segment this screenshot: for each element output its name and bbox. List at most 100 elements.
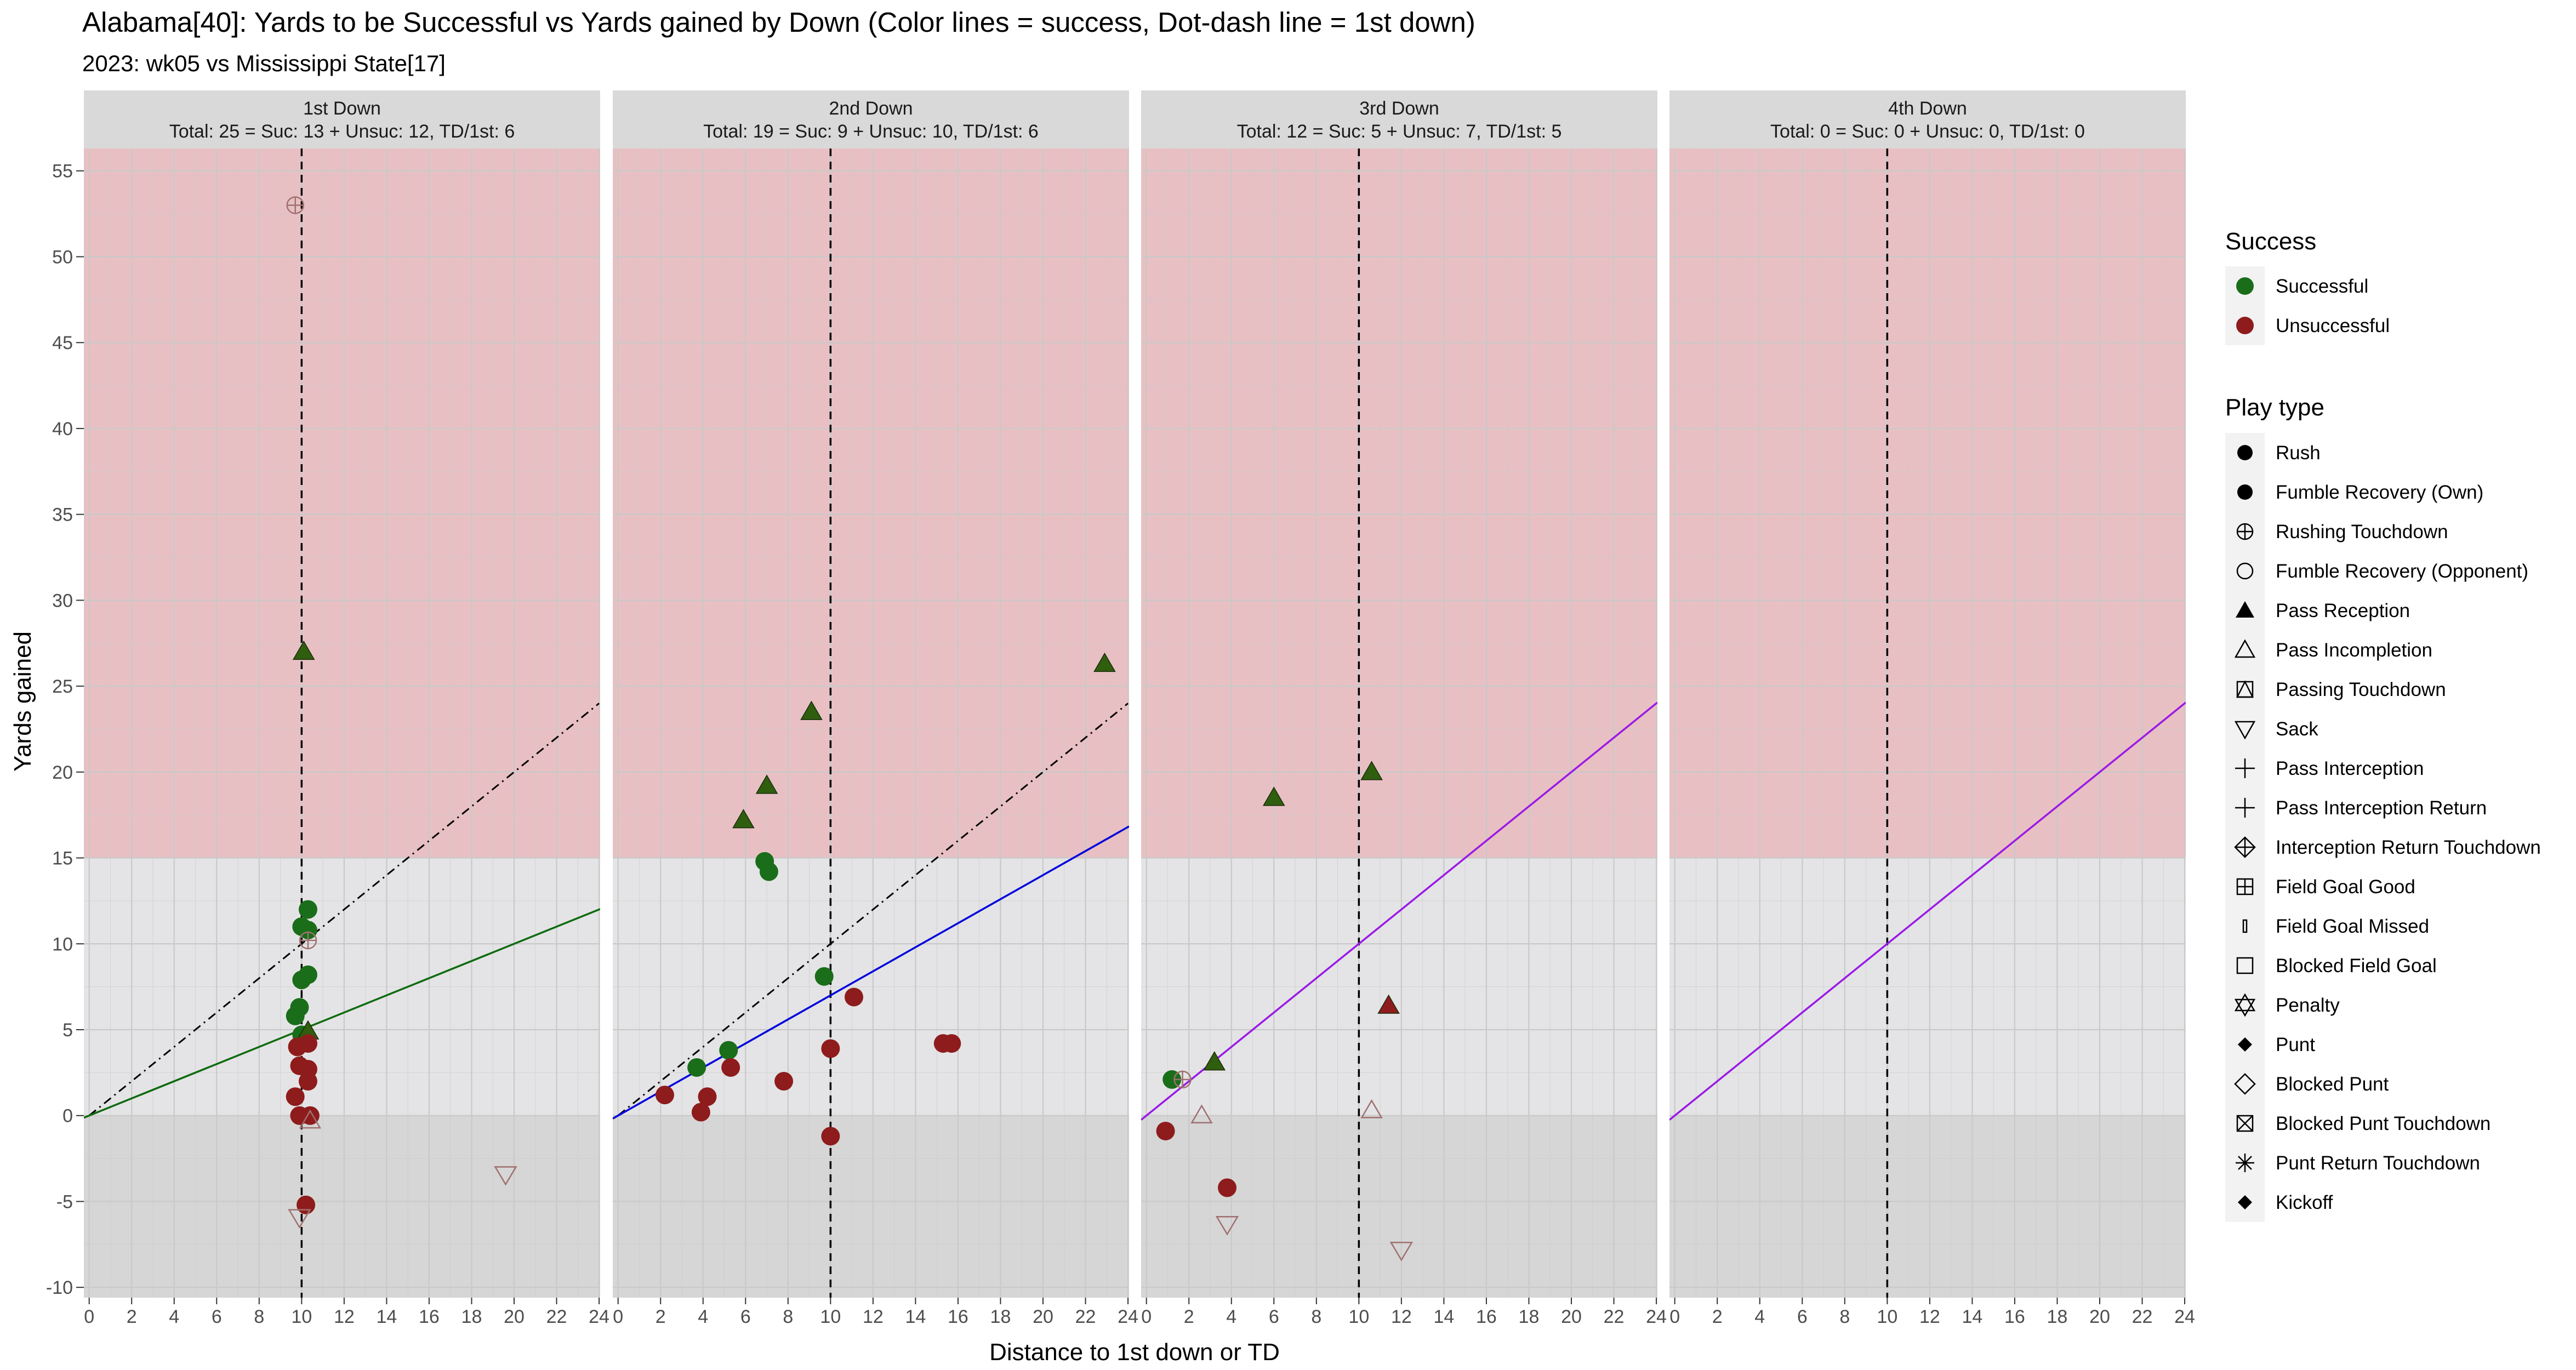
y-tick-label: 0 [62, 1106, 73, 1127]
x-tick-label: 18 [461, 1306, 482, 1327]
legend-success-title: Success [2225, 228, 2316, 255]
facet-strip-summary: Total: 25 = Suc: 13 + Unsuc: 12, TD/1st:… [169, 121, 515, 142]
point-pass-reception [1262, 786, 1285, 806]
x-tick-label: 24 [589, 1306, 609, 1327]
legend-label: Rush [2276, 442, 2321, 464]
background-band [613, 149, 1129, 858]
legend-label: Field Goal Missed [2276, 916, 2429, 937]
x-tick-label: 2 [127, 1306, 137, 1327]
point-rush [844, 987, 863, 1007]
dotdash-first-down-line [617, 703, 1129, 1116]
point-rush [298, 1072, 317, 1091]
circle-plus-icon [2236, 523, 2254, 540]
point-pass-reception [1093, 652, 1116, 672]
legend-label: Fumble Recovery (Own) [2276, 482, 2483, 503]
open-triangle-icon [2234, 639, 2256, 658]
x-tick-label: 8 [1311, 1306, 1321, 1327]
point-rush [821, 1127, 840, 1146]
background-band [1669, 149, 2186, 858]
success-line [84, 908, 600, 1119]
x-tick-label: 16 [948, 1306, 968, 1327]
legend-playtype-title: Play type [2225, 394, 2324, 421]
x-tick-label: 0 [1141, 1306, 1152, 1327]
x-tick-label: 18 [1519, 1306, 1540, 1327]
filled-circle-icon [2237, 445, 2253, 460]
x-tick-label: 4 [1226, 1306, 1236, 1327]
legend-label: Punt [2276, 1034, 2315, 1055]
x-tick-label: 4 [1754, 1306, 1765, 1327]
diamond-plus-icon [2234, 836, 2256, 858]
x-tick-label: 10 [1348, 1306, 1369, 1327]
x-tick-label: 16 [419, 1306, 440, 1327]
y-tick-label: 15 [52, 848, 73, 869]
point-pass-reception [1377, 994, 1400, 1014]
x-tick-label: 18 [2047, 1306, 2068, 1327]
y-tick-label: 35 [52, 505, 73, 526]
x-tick-label: 4 [698, 1306, 708, 1327]
x-tick-label: 2 [656, 1306, 666, 1327]
x-tick-label: 0 [84, 1306, 94, 1327]
point-rush [288, 1037, 307, 1057]
y-tick-label: 10 [52, 934, 73, 955]
star-of-david-icon [2234, 993, 2256, 1017]
facet-strip [84, 90, 600, 149]
x-tick-label: 8 [254, 1306, 264, 1327]
point-rush [286, 1006, 305, 1025]
facet-strip-summary: Total: 12 = Suc: 5 + Unsuc: 7, TD/1st: 5 [1237, 121, 1562, 142]
legend-key-bg [2225, 670, 2265, 709]
legend-label: Successful [2276, 276, 2368, 297]
facet-strip-label: 2nd Down [829, 98, 913, 119]
x-tick-label: 14 [1962, 1306, 1982, 1327]
y-tick-label: 45 [52, 333, 73, 353]
x-tick-label: 18 [990, 1306, 1011, 1327]
legend-key-bg [2225, 1064, 2265, 1104]
legend-label: Pass Incompletion [2276, 640, 2432, 661]
legend-key-bg [2225, 551, 2265, 591]
point-rush [687, 1058, 706, 1077]
legend-key-bg [2225, 985, 2265, 1025]
x-axis-title: Distance to 1st down or TD [989, 1339, 1280, 1366]
x-tick-label: 22 [1075, 1306, 1096, 1327]
success-line [1669, 701, 2186, 1121]
legend-label: Pass Interception Return [2276, 797, 2487, 819]
x-tick-label: 24 [1118, 1306, 1138, 1327]
chart-title: Alabama[40]: Yards to be Successful vs Y… [82, 7, 1475, 38]
x-tick-label: 10 [1877, 1306, 1897, 1327]
point-rush [298, 921, 317, 940]
filled-diamond-icon [2238, 1195, 2252, 1209]
y-tick-label: 25 [52, 676, 73, 697]
filled-diamond-icon [2238, 1037, 2252, 1052]
open-square-icon [2236, 957, 2254, 974]
legend-label: Passing Touchdown [2276, 679, 2446, 700]
point-rush [719, 1041, 738, 1060]
facet-strip [1669, 90, 2186, 149]
point-sack [288, 1209, 311, 1229]
legend-label: Interception Return Touchdown [2276, 837, 2541, 858]
x-tick-label: 24 [1646, 1306, 1667, 1327]
background-band [613, 1115, 1129, 1298]
background-band [1669, 1115, 2186, 1298]
x-tick-label: 22 [2132, 1306, 2153, 1327]
x-tick-label: 22 [1604, 1306, 1625, 1327]
background-band [84, 1115, 600, 1298]
point-pass-reception [755, 774, 778, 794]
legend: Success Successful Unsuccessful Play type Ru… [2225, 228, 2541, 1222]
legend-key-bg [2225, 906, 2265, 946]
square-cross-icon [2236, 1115, 2254, 1132]
point-sack [1215, 1215, 1239, 1236]
asterisk-icon [2236, 1154, 2254, 1172]
x-tick-label: 10 [291, 1306, 312, 1327]
legend-label: Penalty [2276, 995, 2340, 1016]
legend-key-successful [2236, 277, 2254, 295]
success-line [1141, 701, 1657, 1121]
point-rush [1156, 1121, 1175, 1140]
legend-key-unsuccessful [2236, 317, 2254, 334]
legend-key-bg [2225, 709, 2265, 749]
point-rush [721, 1058, 740, 1077]
y-tick-label: 30 [52, 590, 73, 611]
x-tick-label: 8 [1839, 1306, 1850, 1327]
facet-strip-label: 4th Down [1888, 98, 1967, 119]
y-tick-label: 50 [52, 247, 73, 267]
